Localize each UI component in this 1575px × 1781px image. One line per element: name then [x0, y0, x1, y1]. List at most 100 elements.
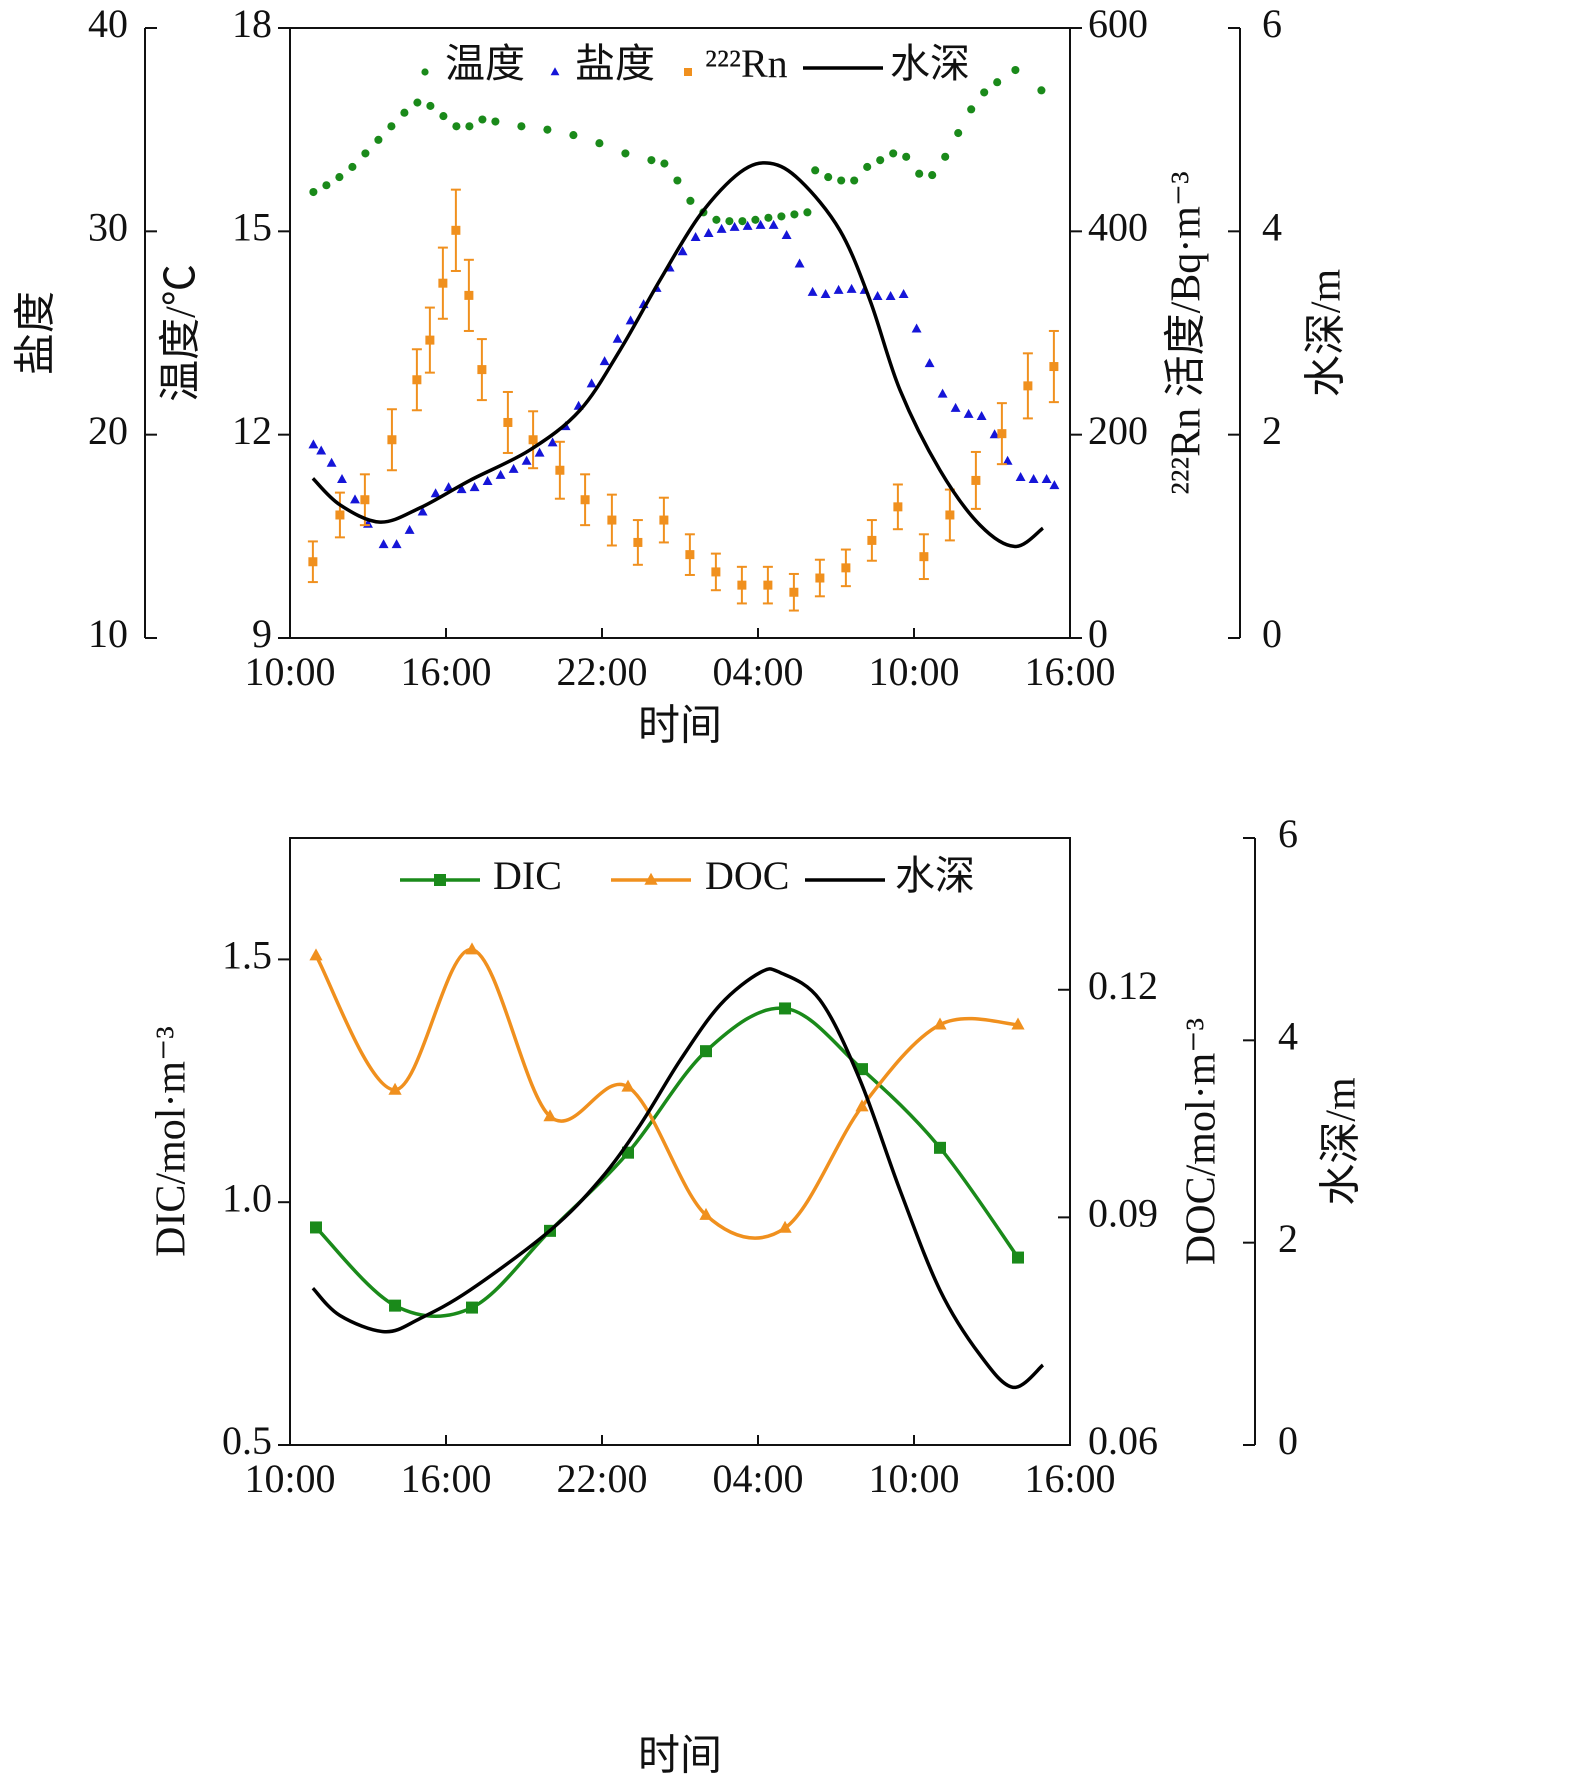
point: [807, 286, 818, 296]
point: [308, 439, 319, 449]
point: [941, 152, 950, 161]
point: [980, 88, 989, 97]
y2-axis-title: ²²²Rn 活度/Bq·m⁻³: [1164, 171, 1210, 494]
point: [633, 537, 643, 547]
point: [547, 437, 558, 447]
legend-label: 水深: [895, 853, 975, 898]
point: [850, 176, 859, 185]
point: [569, 131, 578, 140]
y4-tick-label: 0: [1262, 611, 1282, 656]
y3-tick-label: 20: [88, 408, 128, 453]
point: [335, 173, 344, 182]
line: [314, 947, 1019, 1240]
point: [729, 221, 740, 231]
line: [311, 967, 1045, 1390]
point: [937, 388, 948, 398]
point: [464, 290, 474, 300]
point: [482, 476, 493, 486]
point: [794, 258, 805, 268]
x-tick-label: 16:00: [400, 1456, 491, 1501]
x-tick-label: 16:00: [1024, 1456, 1115, 1501]
legend-label: DIC: [493, 853, 562, 898]
point: [820, 288, 831, 298]
plot-frame: [289, 27, 1071, 639]
y-tick-label: 0.5: [222, 1418, 272, 1463]
point: [690, 232, 701, 242]
point: [1049, 362, 1059, 372]
y2-tick-label: 600: [1088, 1, 1148, 46]
point: [889, 149, 898, 158]
point: [963, 408, 974, 418]
point: [374, 135, 383, 144]
y4-tick-label: 4: [1262, 205, 1282, 250]
point: [391, 539, 402, 549]
y2-tick-label: 200: [1088, 408, 1148, 453]
point: [738, 217, 747, 226]
point: [777, 212, 786, 221]
point: [421, 68, 429, 76]
point: [647, 156, 656, 165]
point: [310, 1221, 322, 1234]
point: [521, 455, 532, 465]
y-tick-label: 9: [252, 611, 272, 656]
point: [595, 139, 604, 148]
y2-tick-label: 400: [1088, 205, 1148, 250]
point: [348, 162, 357, 171]
point: [751, 215, 760, 224]
point: [1015, 471, 1026, 481]
point: [915, 169, 924, 178]
point: [945, 510, 955, 520]
point: [621, 149, 630, 158]
point: [425, 335, 435, 345]
point: [989, 429, 1000, 439]
point: [867, 535, 877, 545]
point: [477, 365, 487, 375]
y-tick-label: 1.5: [222, 933, 272, 978]
point: [685, 550, 695, 560]
point: [517, 122, 526, 131]
point: [543, 125, 552, 134]
point: [400, 108, 409, 117]
point: [452, 122, 461, 131]
point: [508, 463, 519, 473]
point: [950, 402, 961, 412]
point: [1037, 86, 1046, 95]
point: [451, 225, 461, 235]
point: [855, 1099, 869, 1112]
point: [465, 942, 479, 955]
y-tick-label: 18: [232, 1, 272, 46]
point: [413, 98, 422, 107]
x-tick-label: 04:00: [712, 649, 803, 694]
point: [928, 171, 937, 180]
point: [700, 1045, 712, 1058]
x-tick-label: 10:00: [868, 1456, 959, 1501]
plot-frame: [289, 837, 1071, 1446]
point: [417, 506, 428, 516]
x-tick-label: 22:00: [556, 649, 647, 694]
point: [779, 1002, 792, 1015]
y2-tick-label: 0: [1088, 611, 1108, 656]
point: [703, 227, 714, 237]
point: [902, 152, 911, 161]
point: [478, 115, 487, 124]
point: [1011, 1017, 1025, 1030]
point: [781, 230, 792, 239]
point: [919, 552, 929, 562]
point: [790, 210, 799, 219]
x-tick-label: 10:00: [868, 649, 959, 694]
point: [316, 445, 327, 455]
point: [438, 278, 448, 288]
legend-label: 水深: [890, 41, 970, 86]
point: [586, 378, 597, 388]
point: [361, 149, 370, 158]
point: [768, 219, 779, 229]
point: [309, 948, 323, 961]
point: [378, 539, 389, 549]
y3-tick-label: 40: [88, 1, 128, 46]
point: [1049, 480, 1060, 490]
point: [335, 510, 345, 520]
y2-axis-title: DOC/mol·m⁻³: [1179, 1018, 1225, 1265]
point: [833, 284, 844, 294]
line: [311, 161, 1045, 549]
y-tick-label: 1.0: [222, 1175, 272, 1220]
